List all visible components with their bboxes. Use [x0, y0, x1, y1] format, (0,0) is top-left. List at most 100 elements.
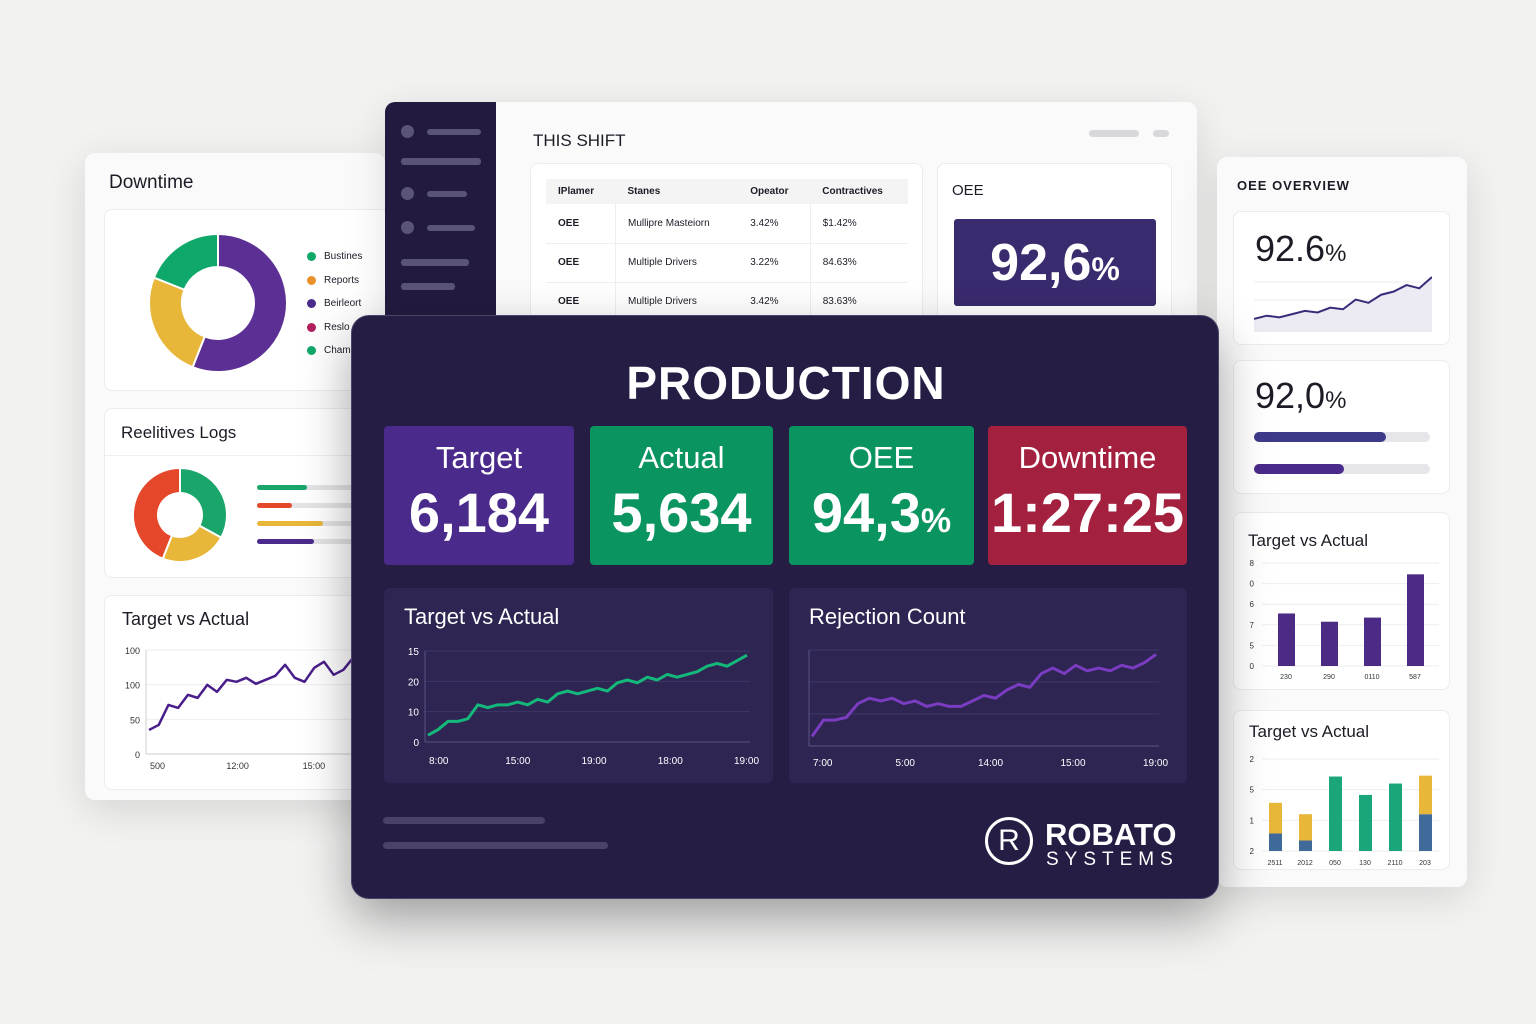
column-header[interactable]: Contractives — [810, 179, 908, 204]
left-chart-title: Target vs Actual — [122, 609, 250, 629]
y-tick-label: 50 — [130, 715, 140, 725]
oee-overview-title: OEE OVERVIEW — [1237, 178, 1350, 193]
placeholder-bar — [383, 842, 608, 849]
kpi-value-wrap: 5,634 — [590, 480, 773, 545]
kpi-tile-target: Target 6,184 — [384, 426, 574, 565]
x-tick-label: 050 — [1329, 860, 1341, 867]
right-bar-chart-title: Target vs Actual — [1248, 531, 1369, 550]
legend-label: Beirleort — [324, 298, 362, 309]
table-cell: 3.42% — [738, 282, 811, 322]
donut-slice — [149, 276, 207, 369]
bar — [1278, 613, 1295, 666]
table-cell: 3.22% — [738, 243, 811, 283]
bar-segment — [1299, 814, 1312, 841]
legend-item: Bustines — [307, 251, 362, 262]
y-tick-label: 0 — [135, 750, 140, 760]
log-bar-track — [257, 521, 367, 526]
right-bar-chart: 8 0 6 7 5 0 230 290 0110 587 — [1250, 559, 1439, 681]
rejection-line-chart: 7:00 5:00 14:00 15:00 19:00 — [808, 649, 1168, 769]
x-tick-label: 587 — [1409, 674, 1421, 681]
legend-label: Bustines — [324, 251, 363, 262]
kpi-label: Actual — [638, 440, 725, 475]
kpi-value: 94,3 — [811, 481, 921, 544]
y-tick-label: 0 — [413, 738, 419, 749]
chart1-title: Target vs Actual — [404, 604, 560, 629]
log-bar-fill — [257, 485, 307, 490]
target-actual-line-chart: 15 20 10 0 8:00 15:00 19:00 18:00 19:00 — [408, 647, 760, 767]
table-cell: Multiple Drivers — [615, 243, 739, 283]
table-row[interactable]: OEE Multiple Drivers 3.22% 84.63% — [546, 243, 908, 283]
placeholder-bar — [1089, 130, 1139, 137]
x-tick-label: 18:00 — [658, 756, 683, 767]
y-tick-label: 0 — [1250, 580, 1255, 589]
legend-label: Reports — [324, 274, 360, 286]
placeholder-bar — [1153, 130, 1169, 137]
legend-dot — [307, 252, 316, 261]
kpi-value: 5,634 — [611, 481, 752, 544]
sidebar-item[interactable] — [401, 125, 481, 139]
table-cell: 3.42% — [738, 204, 811, 244]
column-header[interactable]: IPlamer — [546, 179, 616, 204]
sidebar-item[interactable] — [401, 221, 481, 235]
progress-bar-track — [1254, 464, 1430, 474]
log-bar-fill — [257, 521, 324, 526]
legend-dot — [307, 299, 316, 308]
shift-table-card: IPlamer Stanes Opeator Contractives OEE Mull… — [530, 163, 923, 332]
logs-donut-chart — [133, 468, 228, 563]
y-tick-label: 1 — [1250, 816, 1255, 825]
y-tick-label: 6 — [1250, 600, 1255, 609]
column-header[interactable]: Opeator — [738, 179, 811, 204]
x-tick-label: 130 — [1359, 860, 1371, 867]
bar-segment — [1269, 802, 1282, 834]
x-tick-label: 15:00 — [303, 761, 326, 771]
table-cell: OEE — [546, 243, 616, 283]
series-line — [810, 653, 1157, 738]
sidebar-item[interactable] — [401, 259, 469, 266]
left-target-actual-card: Target vs Actual 10010050050012:0015:001… — [104, 595, 395, 790]
oee-sparkline — [1254, 276, 1432, 332]
oee-value: 92,6 — [990, 234, 1092, 292]
sidebar-item[interactable] — [401, 158, 481, 165]
x-tick-label: 15:00 — [1061, 758, 1086, 769]
bar-segment — [1359, 794, 1372, 851]
brand-subtitle: SYSTEMS — [1046, 849, 1179, 870]
column-header[interactable]: Stanes — [615, 179, 739, 204]
brand-mark-icon: R — [985, 817, 1033, 865]
sidebar-item[interactable] — [401, 187, 481, 201]
legend-item: Beirleort — [307, 298, 361, 309]
sidebar-item[interactable] — [401, 283, 455, 290]
kpi-value-wrap: 94,3% — [789, 480, 974, 545]
log-bar-fill — [257, 503, 293, 508]
oee-card: OEE 92,6% — [937, 163, 1172, 332]
donut-slice — [191, 234, 288, 373]
legend-label: Reslo — [324, 321, 350, 333]
progress-bar-track — [1254, 432, 1430, 442]
sparkline-area — [1254, 277, 1432, 332]
shift-panel: THIS SHIFT IPlamer Stanes Opeator Contracti… — [385, 102, 1197, 332]
sidebar — [385, 102, 496, 332]
oee-value-2: 92,0 — [1255, 375, 1326, 416]
progress-bar-fill — [1254, 464, 1344, 474]
kpi-label: Downtime — [1018, 440, 1157, 475]
downtime-title: Downtime — [109, 172, 194, 193]
y-tick-label: 5 — [1250, 786, 1255, 795]
series-line — [427, 653, 748, 737]
x-tick-label: 19:00 — [1143, 758, 1168, 769]
table-row[interactable]: OEE Mullipre Masteiorn 3.42% $1.42% — [546, 204, 908, 244]
downtime-donut-chart — [149, 234, 288, 373]
y-tick-label: 100 — [125, 646, 140, 656]
right-stacked-chart-card: Target vs Actual 2 5 1 2 2511 2012 050 130 2110 2… — [1233, 710, 1450, 870]
bar-segment — [1389, 783, 1402, 851]
shift-title: THIS SHIFT — [533, 131, 626, 150]
x-tick-label: 5:00 — [896, 758, 916, 769]
kpi-tile-downtime: Downtime 1:27:25 — [988, 426, 1187, 565]
x-tick-label: 7:00 — [813, 758, 833, 769]
brand-logo: R ROBATO SYSTEMS — [985, 817, 1185, 870]
y-tick-label: 2 — [1250, 755, 1255, 764]
oee-unit: % — [1091, 251, 1120, 287]
bar-segment — [1329, 776, 1342, 851]
bar-segment — [1419, 814, 1432, 851]
kpi-tile-oee: OEE 94,3% — [789, 426, 974, 565]
target-actual-chart-card: Target vs Actual 15 20 10 0 8:00 15:00 19:00 18… — [384, 588, 773, 783]
legend-item: Reports — [307, 275, 359, 286]
